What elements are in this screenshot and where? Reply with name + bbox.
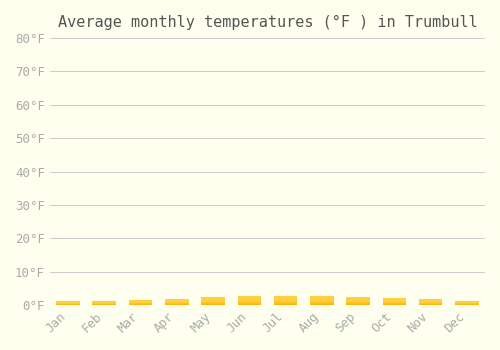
Title: Average monthly temperatures (°F ) in Trumbull: Average monthly temperatures (°F ) in Tr… xyxy=(58,15,478,30)
